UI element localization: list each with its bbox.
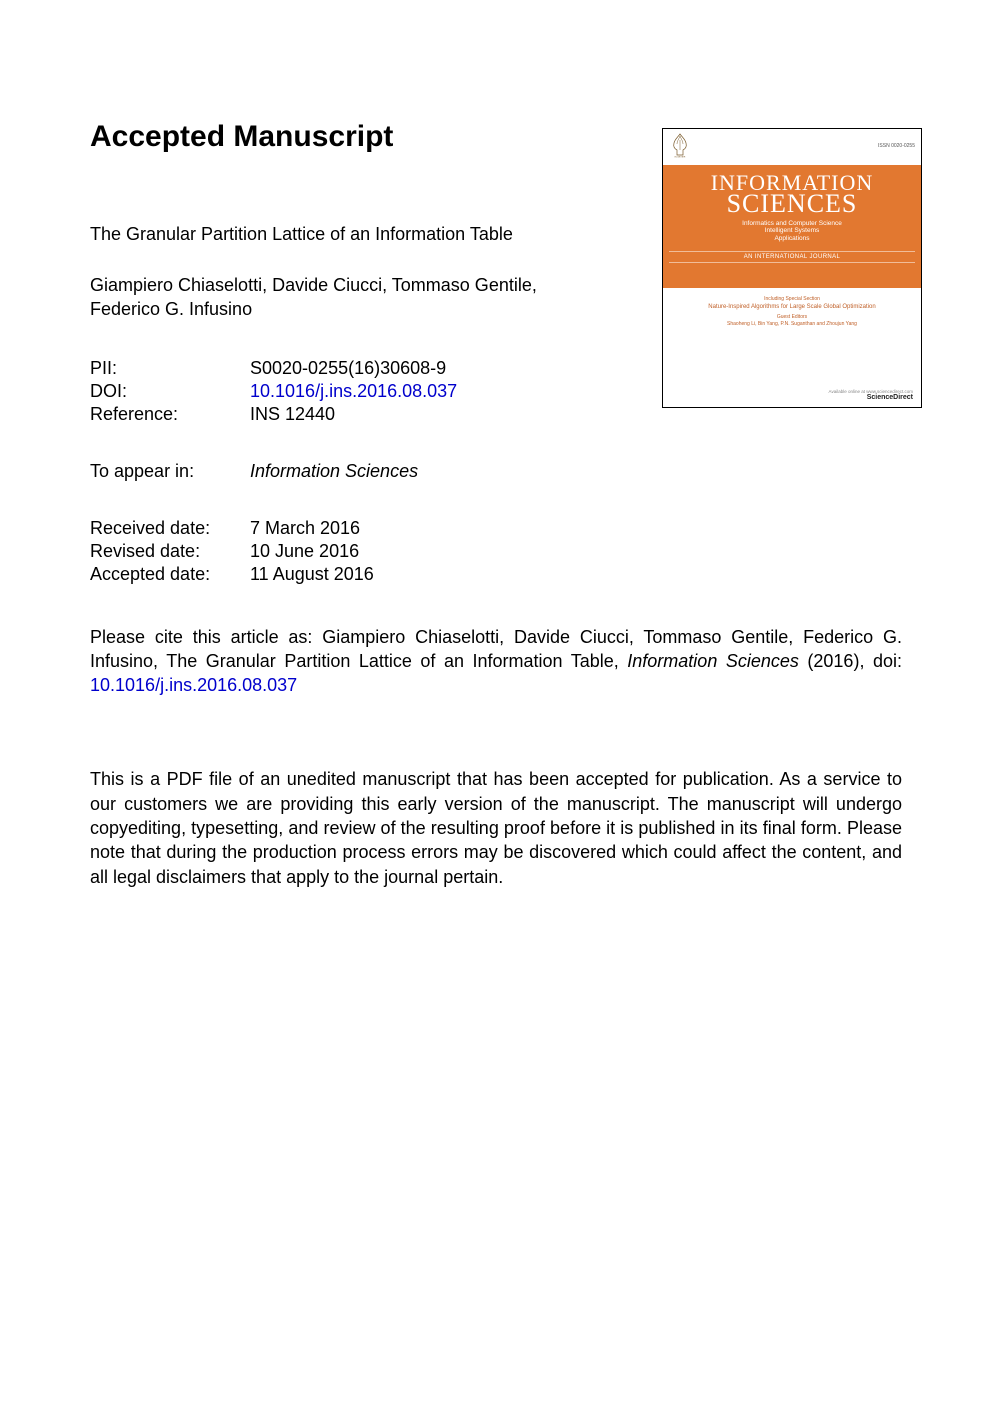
citation-paragraph: Please cite this article as: Giampiero C…	[90, 625, 902, 698]
accepted-date-value: 11 August 2016	[250, 564, 902, 585]
citation-year: (2016), doi:	[799, 651, 902, 671]
accepted-date-label: Accepted date:	[90, 564, 250, 585]
to-appear-row: To appear in: Information Sciences	[90, 461, 902, 482]
citation-doi-link[interactable]: 10.1016/j.ins.2016.08.037	[90, 675, 297, 695]
to-appear-label: To appear in:	[90, 461, 250, 482]
cover-feature-title: Nature-Inspired Algorithms for Large Sca…	[673, 304, 911, 311]
elsevier-tree-icon: ELSEVIER	[669, 132, 691, 158]
received-date-label: Received date:	[90, 518, 250, 539]
to-appear-journal: Information Sciences	[250, 461, 902, 482]
dates-table: Received date: 7 March 2016 Revised date…	[90, 518, 902, 585]
cover-title-line2: SCIENCES	[669, 192, 915, 217]
cover-sciencedirect-label: ScienceDirect	[829, 394, 913, 401]
citation-journal: Information Sciences	[627, 651, 799, 671]
doi-label: DOI:	[90, 381, 250, 402]
cover-header: ELSEVIER ISSN 0020-0255	[663, 129, 921, 165]
cover-international-label: AN INTERNATIONAL JOURNAL	[669, 251, 915, 263]
article-authors: Giampiero Chiaselotti, Davide Ciucci, To…	[90, 273, 550, 322]
cover-issn: ISSN 0020-0255	[878, 141, 915, 149]
cover-guest-editors: Shaoheng Li, Bin Yang, P.N. Suganthan an…	[673, 321, 911, 327]
pii-label: PII:	[90, 358, 250, 379]
cover-middle-panel: Including Special Section Nature-Inspire…	[663, 288, 921, 331]
cover-guest-editors-label: Guest Editors	[673, 314, 911, 320]
cover-subtitle: Informatics and Computer Science Intelli…	[669, 220, 915, 243]
cover-orange-panel: INFORMATION SCIENCES Informatics and Com…	[663, 165, 921, 288]
cover-journal-title: INFORMATION SCIENCES	[669, 173, 915, 217]
reference-label: Reference:	[90, 404, 250, 425]
received-date-value: 7 March 2016	[250, 518, 902, 539]
article-title: The Granular Partition Lattice of an Inf…	[90, 224, 610, 245]
journal-cover-thumbnail: ELSEVIER ISSN 0020-0255 INFORMATION SCIE…	[662, 128, 922, 408]
revised-date-label: Revised date:	[90, 541, 250, 562]
revised-date-value: 10 June 2016	[250, 541, 902, 562]
svg-text:ELSEVIER: ELSEVIER	[675, 157, 686, 159]
cover-special-section-label: Including Special Section	[673, 296, 911, 302]
disclaimer-paragraph: This is a PDF file of an unedited manusc…	[90, 767, 902, 888]
cover-footer: Available online at www.sciencedirect.co…	[829, 389, 913, 401]
